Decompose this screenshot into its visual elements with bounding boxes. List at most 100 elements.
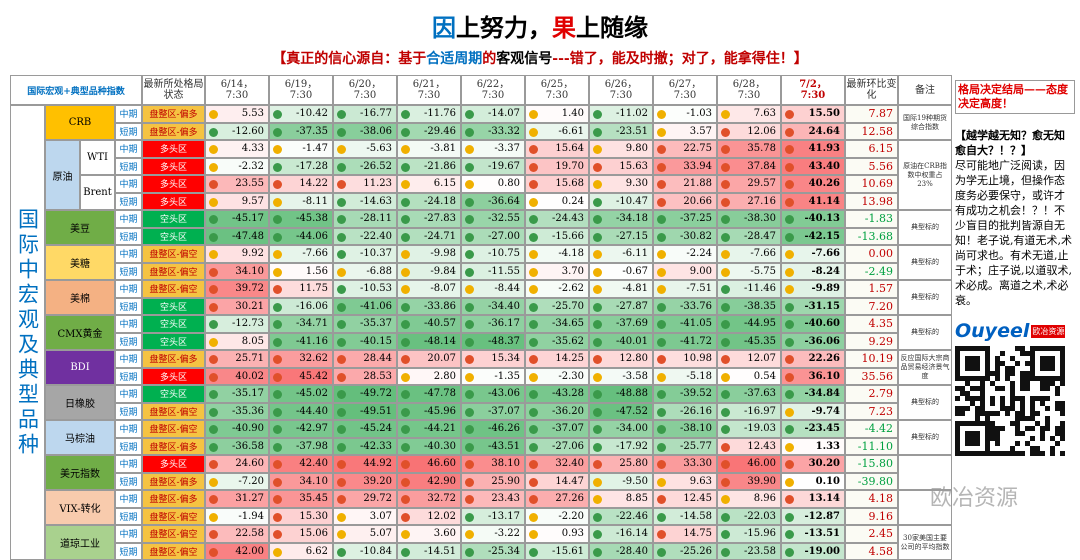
qr-module [960,451,965,456]
trend-icon [401,338,410,347]
value-cell: -21.86 [397,158,461,176]
trend-icon [465,408,474,417]
trend-icon [721,513,730,522]
trend-icon [401,268,410,277]
qr-module [1055,401,1060,406]
change-cell: 12.58 [845,123,898,141]
trend-icon [529,110,538,119]
trend-icon [465,513,474,522]
value-cell: 39.90 [717,473,781,491]
qr-module [955,361,960,366]
qr-module [955,351,960,356]
trend-icon [593,145,602,154]
value-cell: 5.53 [205,105,269,123]
trend-icon [593,390,602,399]
value-cell: 35.78 [717,140,781,158]
value-cell: -1.35 [461,368,525,386]
qr-module [1020,371,1025,376]
qr-module [1030,446,1035,451]
trend-icon [337,513,346,522]
change-cell: 6.15 [845,140,898,158]
title: 因上努力，果上随缘 [0,8,1080,43]
value-cell: 25.80 [589,455,653,473]
qr-module [1060,346,1065,351]
qr-module [1055,386,1060,391]
change-cell: 4.58 [845,543,898,560]
trend-icon [529,338,538,347]
trend-icon [209,250,218,259]
value-cell: 22.58 [205,525,269,543]
value-cell: 2.80 [397,368,461,386]
qr-module [995,411,1000,416]
trend-icon [721,478,730,487]
sub-name: WTI [80,140,115,175]
trend-icon [657,495,666,504]
qr-module [975,411,980,416]
trend-icon [273,408,282,417]
trend-icon [785,285,794,294]
value-cell: -8.11 [269,193,333,211]
value-cell: 7.63 [717,105,781,123]
value-cell: 0.54 [717,368,781,386]
value-cell: -9.84 [397,263,461,281]
status: 盘整区-偏空 [142,508,205,526]
trend-icon [273,163,282,172]
trend-icon [273,548,282,557]
qr-module [1000,361,1005,366]
qr-code [955,346,1067,456]
qr-module [1015,431,1020,436]
qr-module [955,406,960,411]
trend-icon [721,180,730,189]
trend-icon [529,198,538,207]
value-cell: -6.88 [333,263,397,281]
qr-module [1035,376,1040,381]
value-cell: -27.00 [461,228,525,246]
value-cell: -25.34 [461,543,525,560]
qr-module [1055,391,1060,396]
trend-icon [721,198,730,207]
time: 7:30 [290,90,312,101]
trend-icon [209,163,218,172]
subtitle-part: 合适周期 [426,51,482,67]
qr-module [1030,426,1035,431]
qr-module [965,376,970,381]
trend-icon [337,303,346,312]
qr-module [1040,401,1045,406]
trend-icon [337,320,346,329]
qr-module [975,441,980,446]
qr-module [1010,396,1015,401]
logo-text: Ouyeel [955,320,1029,342]
qr-module [960,386,965,391]
trend-icon [337,548,346,557]
trend-icon [465,548,474,557]
trend-icon [465,163,474,172]
value-cell: -2.32 [205,158,269,176]
qr-module [990,401,995,406]
value-cell: -11.46 [717,280,781,298]
trend-icon [593,163,602,172]
trend-icon [721,233,730,242]
qr-module [1060,351,1065,356]
note-header: 备注 [898,75,952,105]
change-cell: -15.80 [845,455,898,473]
date: 6/27， [669,79,701,90]
value-cell: -48.88 [589,385,653,403]
qr-module [1040,451,1045,456]
trend-icon [209,548,218,557]
qr-module [1040,431,1045,436]
status: 盘整区-偏空 [142,245,205,263]
trend-icon [209,268,218,277]
status: 盘整区-偏空 [142,420,205,438]
date-header: 6/20，7:30 [333,75,397,105]
qr-module [1040,376,1045,381]
value-cell: -2.30 [525,368,589,386]
value-cell: 14.75 [653,525,717,543]
qr-module [965,391,970,396]
qr-module [1015,396,1020,401]
change-cell: -1.83 [845,210,898,228]
value-cell: -10.75 [461,245,525,263]
value-cell: 25.71 [205,350,269,368]
trend-icon [209,390,218,399]
change-cell: -39.80 [845,473,898,491]
trend-icon [401,145,410,154]
